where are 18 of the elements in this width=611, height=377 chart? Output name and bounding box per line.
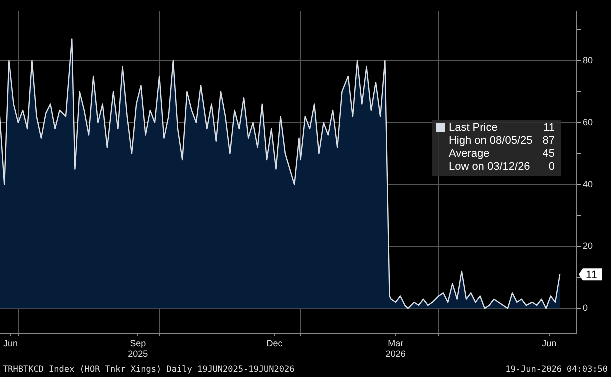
legend-label: Last Price bbox=[448, 122, 498, 135]
x-tick-label: Sep 2025 bbox=[128, 338, 148, 360]
text: TRHBTKCD Index (HOR Tnkr Xings) Daily 19JUN2025-19JUN2026 bbox=[3, 365, 295, 375]
y-tick-label: 40 bbox=[583, 179, 594, 190]
annotation: High on 08/05/25 87 bbox=[448, 135, 555, 148]
y-tick-label: 80 bbox=[583, 55, 594, 66]
annotation: 11 bbox=[544, 122, 555, 135]
annotation: 11 bbox=[586, 270, 598, 282]
y-tick-label: 20 bbox=[583, 241, 594, 252]
x-tick-label: Mar 2026 bbox=[386, 338, 406, 360]
text: Low on 03/12/26 0 bbox=[448, 161, 555, 173]
y-tick-label: 0 bbox=[583, 303, 588, 314]
x-tick-label: Jun bbox=[542, 338, 557, 348]
text: 19-Jun-2026 04:03:50 bbox=[506, 365, 608, 375]
x-tick-label: Jun bbox=[3, 338, 18, 348]
x-tick-label: Dec bbox=[266, 338, 284, 348]
text: Average 45 bbox=[448, 148, 555, 160]
y-tick-label: 60 bbox=[583, 117, 594, 128]
